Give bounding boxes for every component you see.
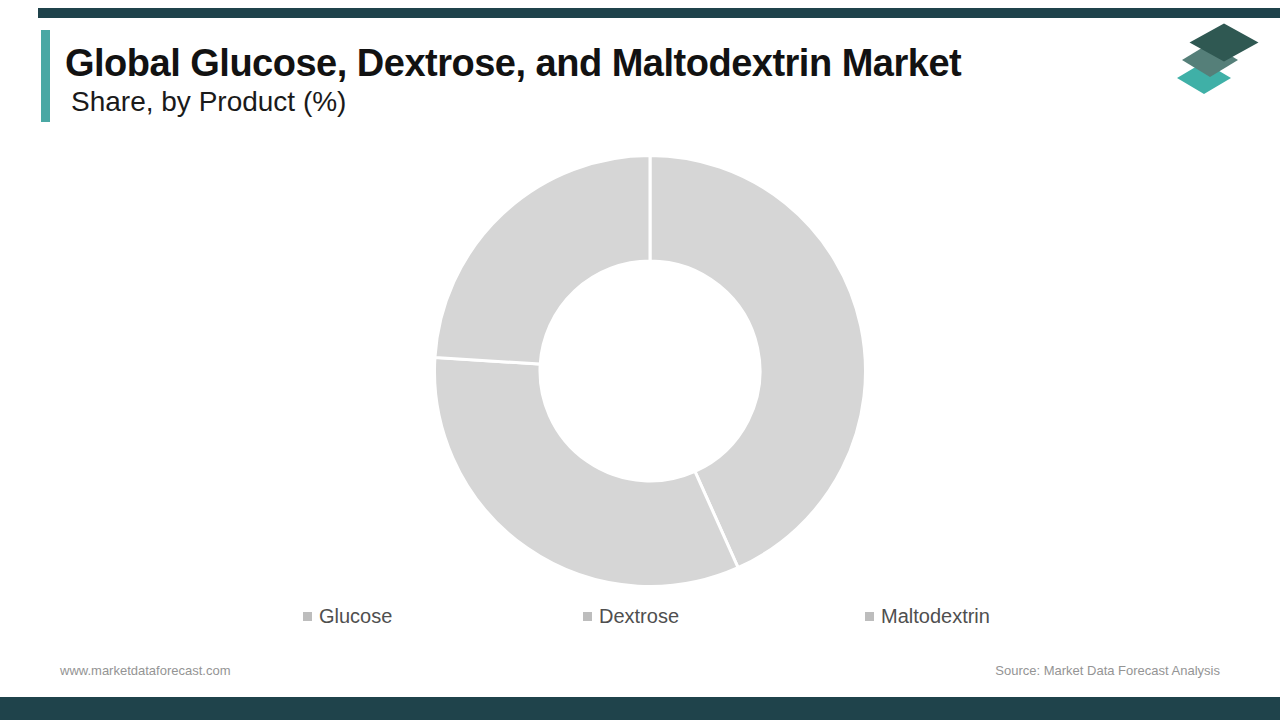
donut-slice-maltodextrin xyxy=(435,156,650,365)
legend-label: Glucose xyxy=(319,605,392,628)
bottom-border-band xyxy=(0,697,1280,720)
chart-legend: Glucose Dextrose Maltodextrin xyxy=(0,603,1280,629)
donut-slice-dextrose xyxy=(434,357,738,586)
legend-item-glucose: Glucose xyxy=(303,603,392,629)
top-border-rule xyxy=(38,8,1280,18)
legend-swatch-icon xyxy=(583,612,592,621)
legend-label: Maltodextrin xyxy=(881,605,990,628)
page-title: Global Glucose, Dextrose, and Maltodextr… xyxy=(65,42,961,85)
legend-item-maltodextrin: Maltodextrin xyxy=(865,603,990,629)
legend-swatch-icon xyxy=(303,612,312,621)
donut-chart xyxy=(433,154,867,588)
legend-label: Dextrose xyxy=(599,605,679,628)
title-accent-bar xyxy=(41,30,50,122)
legend-swatch-icon xyxy=(865,612,874,621)
page-subtitle: Share, by Product (%) xyxy=(71,86,346,118)
chart-page: Global Glucose, Dextrose, and Maltodextr… xyxy=(0,0,1280,720)
website-url-text: www.marketdataforecast.com xyxy=(60,663,231,678)
market-data-forecast-logo-icon xyxy=(1168,22,1278,107)
legend-item-dextrose: Dextrose xyxy=(583,603,679,629)
source-attribution-text: Source: Market Data Forecast Analysis xyxy=(995,663,1220,678)
